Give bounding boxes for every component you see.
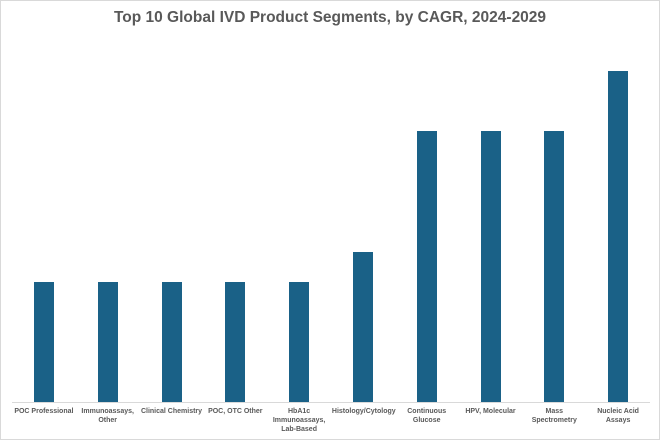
bar <box>97 281 118 402</box>
bar <box>289 281 310 402</box>
x-tick-label: HbA1c Immunoassays, Lab-Based <box>272 408 326 433</box>
chart-title: Top 10 Global IVD Product Segments, by C… <box>113 9 547 26</box>
x-tick-label: Histology/Cytology <box>331 408 396 415</box>
x-tick-label: Clinical Chemistry <box>140 408 203 415</box>
bar <box>480 131 501 402</box>
bar <box>33 281 54 402</box>
x-axis-line <box>12 402 650 403</box>
x-tick-label: Nucleic Acid Assays <box>597 408 639 424</box>
x-tick-label: POC, OTC Other <box>208 408 263 415</box>
bar <box>416 131 437 402</box>
bar <box>161 281 182 402</box>
bar <box>608 71 629 402</box>
bar <box>225 281 246 402</box>
x-tick-label: Mass Spectrometry <box>531 408 577 424</box>
x-tick-label: POC Professional <box>14 408 74 415</box>
x-tick-label: Continuous Glucose <box>407 408 447 424</box>
x-tick-label: Immunoassays, Other <box>81 408 134 424</box>
bar <box>544 131 565 402</box>
x-tick-label: HPV, Molecular <box>465 408 516 415</box>
bar <box>352 251 373 402</box>
